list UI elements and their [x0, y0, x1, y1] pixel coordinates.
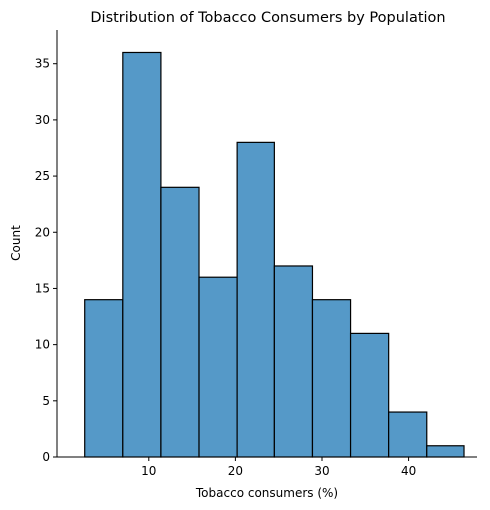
y-tick-label: 35 [35, 57, 50, 71]
x-tick-label: 10 [141, 464, 156, 478]
y-tick-label: 30 [35, 113, 50, 127]
y-tick-label: 15 [35, 281, 50, 295]
histogram-bar [273, 265, 314, 458]
histogram-bar [426, 445, 465, 458]
y-tick-label: 25 [35, 169, 50, 183]
histogram-bar [84, 299, 124, 458]
chart-title: Distribution of Tobacco Consumers by Pop… [90, 10, 445, 26]
y-tick-label: 10 [35, 338, 50, 352]
x-tick-label: 30 [314, 464, 329, 478]
histogram-bar [388, 411, 428, 458]
x-tick-label: 40 [401, 464, 416, 478]
x-tick-label: 20 [228, 464, 243, 478]
histogram-bar [236, 141, 275, 458]
x-axis-ticks: 10 20 30 40 [141, 457, 416, 478]
histogram-bar [198, 276, 238, 458]
y-tick-label: 20 [35, 225, 50, 239]
y-tick-label: 5 [42, 394, 50, 408]
histogram-bar [349, 332, 390, 458]
y-axis-ticks: 0 5 10 15 20 25 30 35 [35, 57, 57, 464]
x-axis-label: Tobacco consumers (%) [195, 486, 338, 500]
histogram-bar [122, 51, 162, 458]
bars-group [84, 51, 465, 458]
y-tick-label: 0 [42, 450, 50, 464]
histogram-bar [311, 299, 352, 458]
histogram-bar [160, 186, 200, 458]
y-axis-label: Count [9, 225, 23, 261]
